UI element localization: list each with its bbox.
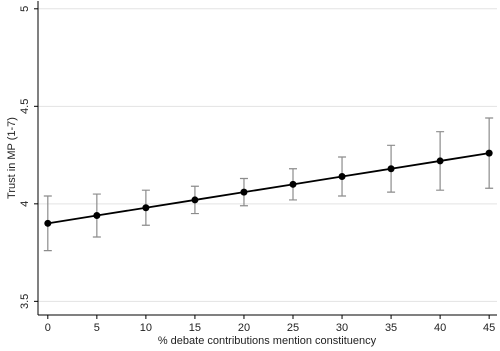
x-tick-label: 0	[45, 322, 51, 334]
y-tick-label: 5	[19, 6, 31, 12]
point	[44, 219, 52, 227]
x-tick-label: 35	[385, 322, 397, 334]
x-axis-label: % debate contributions mention constitue…	[158, 335, 377, 347]
x-tick-label: 40	[434, 322, 446, 334]
point	[191, 196, 199, 204]
x-tick-label: 20	[238, 322, 250, 334]
point	[240, 188, 248, 196]
x-tick-label: 25	[287, 322, 299, 334]
x-tick-label: 15	[189, 322, 201, 334]
point	[485, 149, 493, 157]
line	[47, 152, 490, 225]
x-tick-label: 10	[140, 322, 152, 334]
point	[338, 173, 346, 181]
point	[387, 165, 395, 173]
y-tick-label: 4.5	[19, 99, 31, 114]
y-tick-label: 3.5	[19, 294, 31, 309]
point	[289, 180, 297, 188]
x-tick-label: 5	[94, 322, 100, 334]
x-tick-label: 45	[483, 322, 495, 334]
x-tick-label: 30	[336, 322, 348, 334]
point	[436, 157, 444, 165]
point	[93, 212, 101, 220]
y-tick-label: 4	[19, 201, 31, 207]
point	[142, 204, 150, 212]
y-axis-label: Trust in MP (1-7)	[6, 117, 18, 199]
